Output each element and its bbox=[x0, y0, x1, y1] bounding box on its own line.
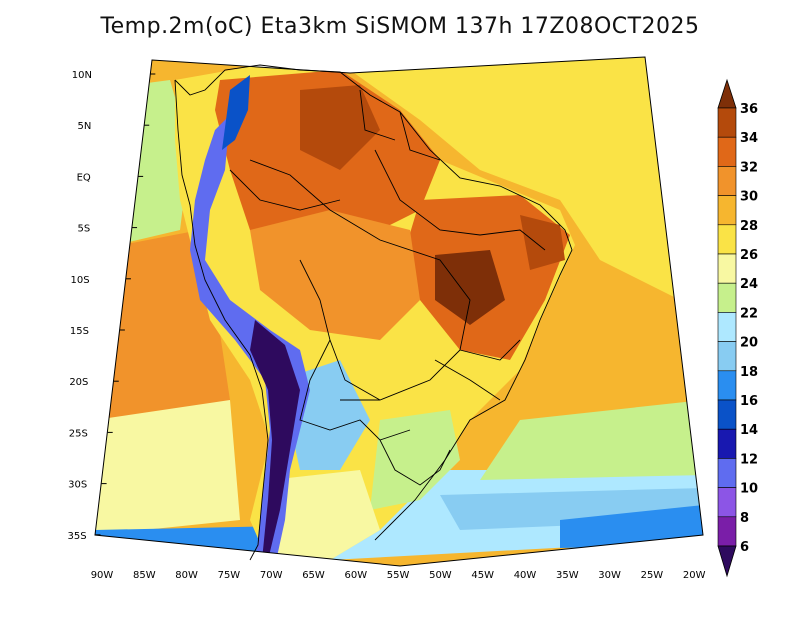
northern-andes-cold bbox=[222, 75, 250, 150]
pacific-south-field bbox=[95, 400, 240, 535]
longitude-axis: 90W 85W 80W 75W 70W 65W 60W 55W 50W 45W 40W 35W 30W 2… bbox=[91, 570, 706, 581]
lat-tick-label: 5N bbox=[78, 121, 92, 132]
colorbar-label: 20 bbox=[740, 336, 758, 351]
colorbar-label: 26 bbox=[740, 248, 758, 263]
lat-tick-label: 10N bbox=[72, 70, 92, 81]
north-atlantic-field bbox=[350, 57, 680, 300]
colorbar-segment bbox=[717, 195, 737, 226]
colorbar-label: 10 bbox=[740, 482, 758, 497]
colorbar-segment bbox=[717, 516, 737, 547]
colorbar-segment bbox=[717, 312, 737, 342]
colorbar: 6 8 10 12 14 16 18 20 22 24 26 28 30 32 34 36 bbox=[717, 78, 758, 578]
lon-tick-label: 35W bbox=[556, 570, 579, 581]
southern-brazil-mild bbox=[370, 410, 460, 510]
lon-tick-label: 65W bbox=[302, 570, 325, 581]
south-atlantic-coldest-field bbox=[560, 505, 703, 548]
colorbar-segment bbox=[717, 224, 737, 255]
country-borders bbox=[174, 64, 573, 561]
lat-tick-label: EQ bbox=[77, 172, 91, 183]
central-brazil-hottest bbox=[435, 250, 505, 325]
colorbar-label: 16 bbox=[740, 394, 758, 409]
lon-tick-label: 45W bbox=[471, 570, 494, 581]
lat-tick-label: 20S bbox=[69, 377, 88, 388]
colorbar-label: 36 bbox=[740, 102, 758, 117]
lon-tick-label: 20W bbox=[683, 570, 706, 581]
lon-tick-label: 60W bbox=[344, 570, 367, 581]
colorbar-label: 28 bbox=[740, 219, 758, 234]
lat-tick-label: 15S bbox=[70, 326, 89, 337]
lon-tick-label: 55W bbox=[387, 570, 410, 581]
lon-tick-label: 75W bbox=[218, 570, 241, 581]
lon-tick-label: 70W bbox=[260, 570, 283, 581]
colorbar-label: 32 bbox=[740, 160, 758, 175]
colorbar-label: 22 bbox=[740, 306, 758, 321]
colorbar-label: 12 bbox=[740, 452, 758, 467]
colorbar-label: 8 bbox=[740, 511, 749, 526]
latitude-axis: 10N 5N EQ 5S 10S 15S 20S 25S 30S 35S bbox=[68, 70, 156, 542]
temperature-field bbox=[95, 57, 703, 566]
amazon-warm bbox=[250, 210, 420, 340]
map-frame bbox=[94, 56, 704, 567]
lon-tick-label: 30W bbox=[598, 570, 621, 581]
colorbar-max-extend bbox=[717, 78, 737, 109]
andes-coldest-core bbox=[250, 320, 300, 560]
colorbar-label: 24 bbox=[740, 277, 758, 292]
lat-tick-label: 25S bbox=[69, 428, 88, 439]
lon-tick-label: 85W bbox=[133, 570, 156, 581]
lon-tick-label: 80W bbox=[175, 570, 198, 581]
colorbar-segment bbox=[717, 399, 737, 430]
colorbar-segment bbox=[717, 428, 737, 459]
lon-tick-label: 25W bbox=[641, 570, 664, 581]
lat-tick-label: 10S bbox=[71, 275, 90, 286]
colorbar-segment bbox=[717, 107, 737, 138]
lon-tick-label: 40W bbox=[514, 570, 537, 581]
lat-tick-label: 5S bbox=[77, 224, 90, 235]
lat-tick-label: 30S bbox=[68, 480, 87, 491]
guiana-hotspot bbox=[300, 85, 380, 170]
colorbar-label: 18 bbox=[740, 365, 758, 380]
colorbar-label: 6 bbox=[740, 540, 749, 555]
colorbar-min-extend bbox=[717, 545, 737, 578]
south-atlantic-mild-field bbox=[480, 400, 703, 480]
lat-tick-label: 35S bbox=[68, 531, 87, 542]
colorbar-segment bbox=[717, 370, 737, 401]
pampas-field bbox=[270, 470, 380, 566]
colorbar-segment bbox=[717, 253, 737, 284]
colorbar-segment bbox=[717, 341, 737, 372]
northeast-brazil-hot bbox=[520, 215, 565, 270]
colorbar-segment bbox=[717, 166, 737, 196]
colorbar-segment bbox=[717, 487, 737, 518]
colorbar-segment bbox=[717, 136, 737, 167]
colorbar-segment bbox=[717, 282, 737, 313]
colorbar-label: 34 bbox=[740, 131, 758, 146]
colorbar-label: 30 bbox=[740, 190, 758, 205]
lon-tick-label: 50W bbox=[429, 570, 452, 581]
colorbar-segment bbox=[717, 458, 737, 488]
map-title: Temp.2m(oC) Eta3km SiSMOM 137h 17Z08OCT2… bbox=[100, 14, 700, 39]
colorbar-label: 14 bbox=[740, 423, 758, 438]
northern-south-america-hot bbox=[215, 70, 440, 260]
lon-tick-label: 90W bbox=[91, 570, 114, 581]
